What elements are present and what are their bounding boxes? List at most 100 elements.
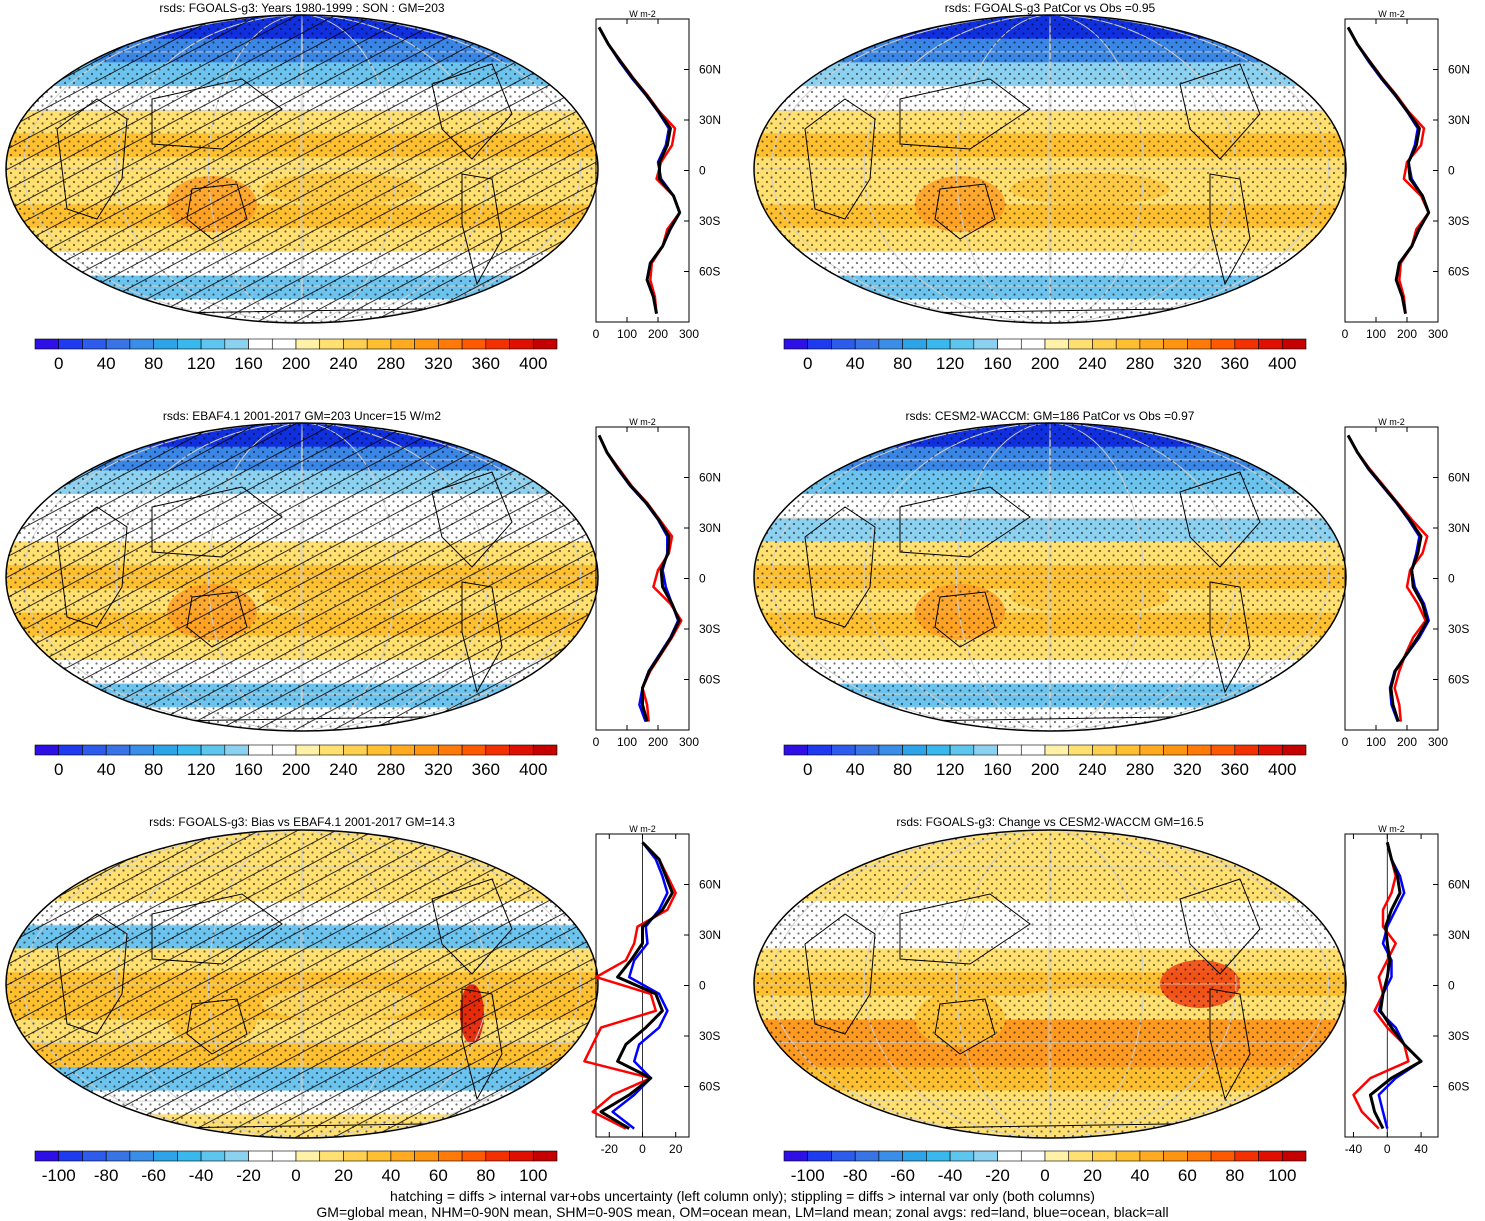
colorbar-cell xyxy=(1234,338,1259,350)
colorbar-cell xyxy=(105,338,131,350)
colorbar-tick-label: 400 xyxy=(1268,760,1296,779)
colorbar-cell xyxy=(1187,1150,1212,1162)
colorbar-tick-label: 80 xyxy=(476,1166,495,1185)
colorbar-tick-label: 360 xyxy=(472,354,500,373)
colorbar-cell xyxy=(854,744,880,756)
map xyxy=(754,15,1346,323)
colorbar-cell xyxy=(271,744,297,756)
colorbar-cell xyxy=(319,744,344,756)
zonal-line-ocean xyxy=(1347,434,1430,723)
colorbar-cell xyxy=(1210,1150,1236,1162)
colorbar-cell xyxy=(461,744,487,756)
colorbar-cell xyxy=(414,1150,439,1162)
colorbar-cell xyxy=(1187,338,1212,350)
y-tick-label: 60S xyxy=(699,673,720,687)
colorbar-cell xyxy=(224,1150,249,1162)
colorbar-cell xyxy=(1044,744,1070,756)
colorbar-tick-label: 20 xyxy=(1083,1166,1102,1185)
colorbar-cell xyxy=(58,1150,83,1162)
y-tick-label: 60N xyxy=(699,878,721,892)
colorbar-cell xyxy=(200,338,226,350)
colorbar-cell xyxy=(343,744,368,756)
y-tick-label: 60S xyxy=(699,1080,720,1094)
zonal-line-all xyxy=(599,841,674,1130)
zonal-line-land xyxy=(598,26,681,314)
colorbar-cell xyxy=(319,1150,344,1162)
colorbar-cell xyxy=(926,1150,951,1162)
x-tick-label: -40 xyxy=(1345,1142,1363,1156)
y-tick-label: 60N xyxy=(699,63,721,77)
zonal-line-land xyxy=(1347,434,1429,722)
colorbar-cell xyxy=(1163,744,1188,756)
colorbar-tick-label: 320 xyxy=(424,354,452,373)
x-tick-label: -20 xyxy=(601,1142,619,1156)
zonal-line-all xyxy=(1346,26,1431,314)
colorbar-cell xyxy=(343,1150,368,1162)
x-tick-label: 0 xyxy=(639,1142,646,1156)
zonal-line-land xyxy=(597,434,683,722)
colorbar-tick-label: -100 xyxy=(42,1166,76,1185)
y-tick-label: 30S xyxy=(1448,1029,1469,1043)
x-tick-label: 200 xyxy=(1397,327,1417,341)
x-tick-label: 200 xyxy=(648,327,668,341)
panel-4: rsds: CESM2-WACCM: GM=186 PatCor vs Obs … xyxy=(753,409,1470,779)
colorbar-cell xyxy=(1115,338,1141,350)
y-tick-label: 30S xyxy=(1448,214,1469,228)
map-border xyxy=(5,14,599,324)
x-tick-label: 0 xyxy=(593,735,600,749)
colorbar-cell xyxy=(878,338,903,350)
colorbar-cell xyxy=(153,744,178,756)
colorbar-cell xyxy=(34,338,60,350)
colorbar-cell xyxy=(807,338,832,350)
colorbar-cell xyxy=(1281,1150,1307,1162)
y-tick-label: 0 xyxy=(1448,979,1455,993)
footer-line-2: GM=global mean, NHM=0-90N mean, SHM=0-90… xyxy=(316,1204,1169,1220)
colorbar-cell xyxy=(200,1150,226,1162)
colorbar-tick-label: 80 xyxy=(893,760,912,779)
colorbar-cell xyxy=(1234,1150,1259,1162)
y-tick-label: 0 xyxy=(699,164,706,178)
y-tick-label: 0 xyxy=(699,979,706,993)
colorbar-tick-label: 40 xyxy=(846,760,865,779)
colorbar-cell xyxy=(854,1150,880,1162)
colorbar-cell xyxy=(82,744,107,756)
colorbar-cell xyxy=(949,338,975,350)
colorbar-cell xyxy=(295,338,321,350)
zonal-frame xyxy=(1344,18,1439,323)
y-tick-label: 30N xyxy=(699,928,721,942)
zonal-line-all xyxy=(1346,434,1429,723)
colorbar-cell xyxy=(1163,338,1188,350)
colorbar-cell xyxy=(831,1150,856,1162)
colorbar-tick-label: -60 xyxy=(890,1166,915,1185)
colorbar-cell xyxy=(224,338,249,350)
zonal-frame xyxy=(1344,833,1439,1138)
colorbar-tick-label: 80 xyxy=(144,760,163,779)
colorbar-tick-label: 200 xyxy=(282,760,310,779)
colorbar-cell xyxy=(926,338,951,350)
colorbar-cell xyxy=(248,1150,273,1162)
colorbar-tick-label: 160 xyxy=(234,760,262,779)
x-tick-label: 100 xyxy=(1366,327,1386,341)
zonal-panel: 0 100 200 300 60N 30N 0 30S 60S W m-2 xyxy=(1342,417,1470,749)
colorbar-cell xyxy=(343,338,368,350)
colorbar-tick-label: 160 xyxy=(234,354,262,373)
colorbar-cell xyxy=(1020,338,1046,350)
colorbar-cell xyxy=(532,1150,558,1162)
panel-3: rsds: EBAF4.1 2001-2017 GM=203 Uncer=15 … xyxy=(5,409,721,779)
colorbar-cell xyxy=(414,744,439,756)
x-tick-label: 100 xyxy=(1366,735,1386,749)
panel-2: rsds: FGOALS-g3 PatCor vs Obs =0.95 0 40 80… xyxy=(753,1,1470,373)
y-tick-label: 60N xyxy=(1448,471,1470,485)
colorbar-tick-label: 280 xyxy=(377,354,405,373)
colorbar-cell xyxy=(807,744,832,756)
colorbar-cell xyxy=(926,744,951,756)
y-tick-label: 30S xyxy=(699,214,720,228)
colorbar-tick-label: 320 xyxy=(424,760,452,779)
colorbar-cell xyxy=(485,338,510,350)
colorbar-tick-label: 360 xyxy=(1221,354,1249,373)
x-tick-label: 300 xyxy=(679,327,699,341)
x-tick-label: 200 xyxy=(648,735,668,749)
colorbar-tick-label: 80 xyxy=(1225,1166,1244,1185)
colorbar-tick-label: 280 xyxy=(1126,354,1154,373)
